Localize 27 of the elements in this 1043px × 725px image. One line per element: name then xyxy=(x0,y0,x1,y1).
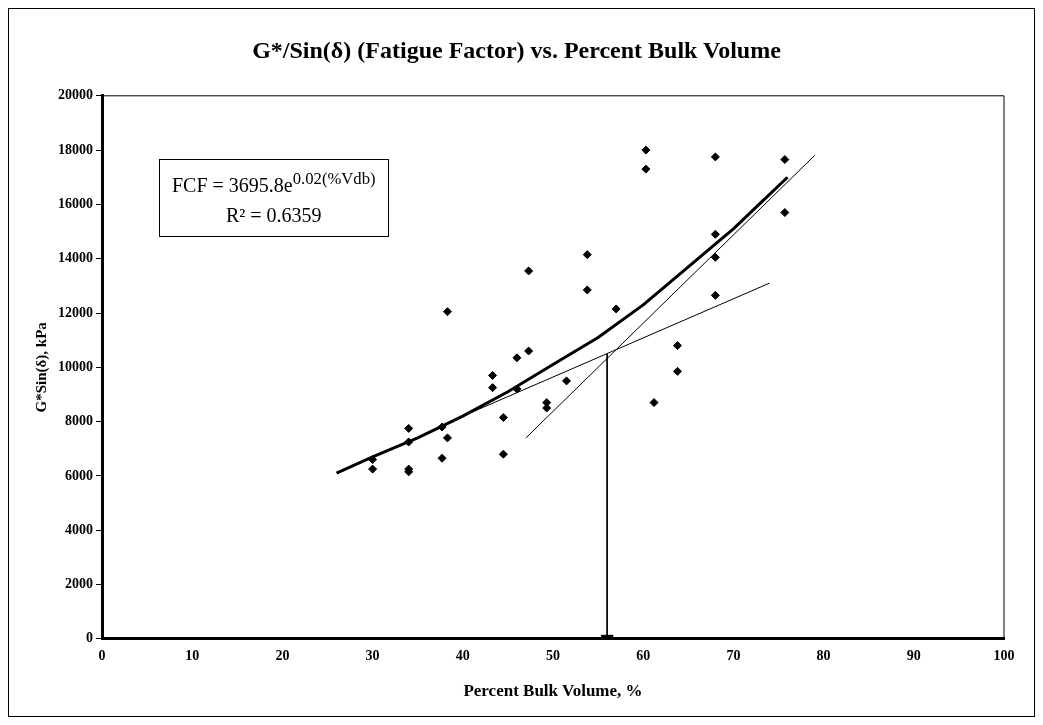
y-tick-label: 10000 xyxy=(58,358,93,374)
x-tick-label: 90 xyxy=(906,647,921,663)
y-tick-label: 18000 xyxy=(58,141,93,157)
x-tick-label: 40 xyxy=(455,647,470,663)
x-tick-label: 20 xyxy=(275,647,290,663)
chart-title: G*/Sin(δ) (Fatigue Factor) vs. Percent Bulk Volume xyxy=(252,36,782,63)
y-tick-label: 6000 xyxy=(65,467,93,483)
y-tick-label: 20000 xyxy=(58,87,93,103)
annotation: R² = 0.6359 xyxy=(224,202,323,228)
y-tick-label: 2000 xyxy=(65,576,93,592)
x-tick-label: 0 xyxy=(98,647,106,663)
x-tick-label: 70 xyxy=(726,647,741,663)
y-axis-title: G*Sin(δ), kPa xyxy=(32,321,50,413)
y-tick-label: 8000 xyxy=(65,413,93,429)
y-tick-label: 12000 xyxy=(58,304,93,320)
y-tick-label: 0 xyxy=(86,630,93,646)
y-tick-label: 16000 xyxy=(58,196,93,212)
x-tick-label: 60 xyxy=(636,647,651,663)
annotation: FCF = 3695.8e$^{0.02(%Vdb)}$ xyxy=(172,168,376,198)
y-tick-label: 4000 xyxy=(65,521,93,537)
x-tick-label: 30 xyxy=(365,647,380,663)
x-tick-label: 100 xyxy=(993,647,1015,663)
x-tick-label: 50 xyxy=(546,647,560,663)
x-tick-label: 10 xyxy=(185,647,200,663)
x-axis-title: Percent Bulk Volume, % xyxy=(463,681,643,701)
x-tick-label: 80 xyxy=(816,647,831,663)
y-tick-label: 14000 xyxy=(58,250,93,266)
